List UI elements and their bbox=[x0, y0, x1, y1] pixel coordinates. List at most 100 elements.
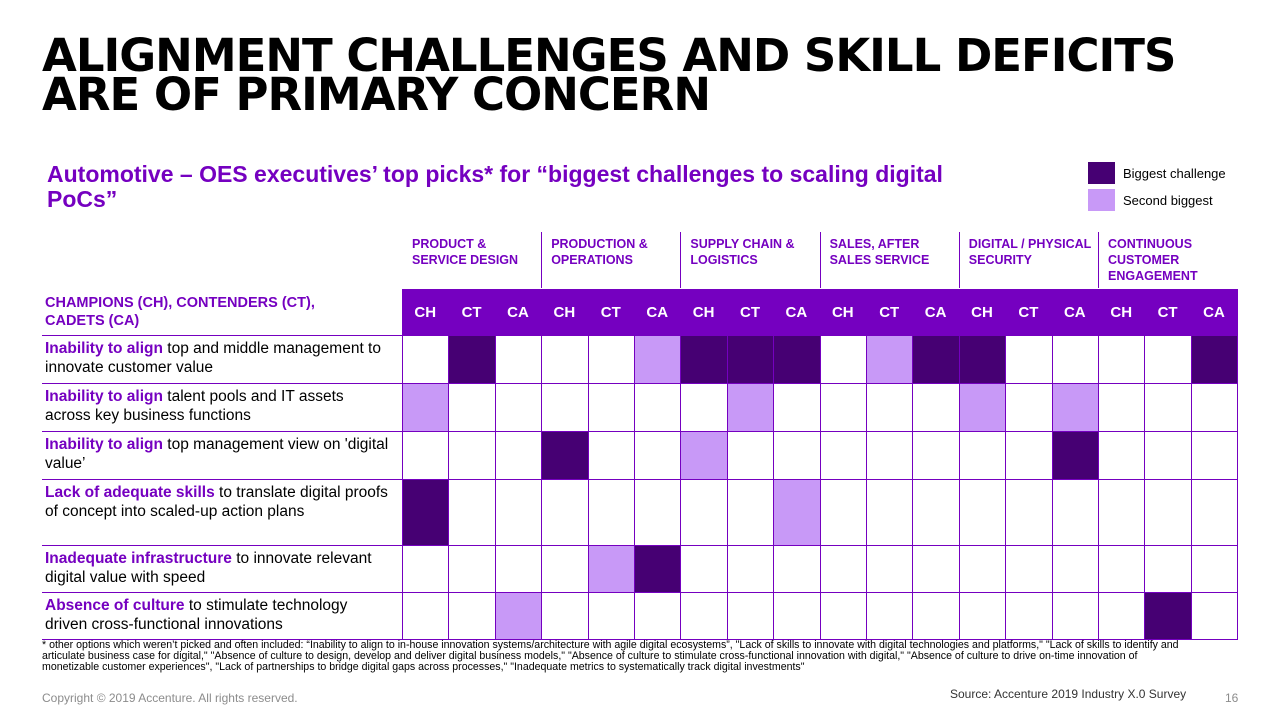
column-header-ca: CA bbox=[507, 303, 529, 321]
column-header-ch: CH bbox=[692, 303, 715, 321]
grid-line-vertical bbox=[495, 335, 496, 639]
grid-line-horizontal bbox=[42, 545, 1238, 546]
grid-line-vertical bbox=[448, 335, 449, 639]
grid-line-vertical bbox=[1098, 335, 1099, 639]
grid-line-vertical bbox=[866, 335, 867, 639]
grid-line-vertical bbox=[541, 335, 542, 639]
cell-second-biggest bbox=[634, 335, 681, 383]
column-header-ct: CT bbox=[879, 303, 900, 321]
category-divider bbox=[959, 232, 960, 288]
legend-item-second: Second biggest bbox=[1088, 189, 1226, 211]
column-header-ch: CH bbox=[971, 303, 993, 321]
row-label-text: to innovate relevant digital value with … bbox=[45, 550, 372, 586]
category-divider bbox=[1098, 232, 1099, 288]
grid-line-vertical bbox=[1005, 335, 1006, 639]
column-header-ch: CH bbox=[553, 303, 576, 321]
grid-line-vertical bbox=[1144, 335, 1145, 639]
grid-line-vertical bbox=[773, 335, 774, 639]
column-header-ct: CT bbox=[1157, 303, 1178, 321]
grid-line-vertical bbox=[727, 335, 728, 639]
column-header-band bbox=[402, 289, 1238, 335]
row-label-text: top and middle management to innovate cu… bbox=[45, 340, 381, 376]
cell-second-biggest bbox=[866, 335, 913, 383]
row-label-highlight: Lack of adequate skills bbox=[45, 484, 215, 501]
legend-label-biggest: Biggest challenge bbox=[1123, 165, 1226, 181]
column-header-ct: CT bbox=[1018, 303, 1039, 321]
row-label: Inability to align top and middle manage… bbox=[45, 339, 390, 377]
category-label: SUPPLY CHAIN & LOGISTICS bbox=[690, 237, 795, 267]
row-label: Inability to align top management view o… bbox=[45, 435, 390, 473]
grid-line-vertical bbox=[1191, 335, 1192, 639]
cell-biggest-challenge bbox=[958, 335, 1006, 383]
category-divider bbox=[820, 232, 821, 288]
legend-item-biggest: Biggest challenge bbox=[1088, 162, 1226, 184]
column-header-ca: CA bbox=[785, 303, 808, 321]
cell-biggest-challenge bbox=[541, 431, 588, 479]
grid-line-horizontal bbox=[42, 383, 1238, 384]
grid-line-vertical bbox=[820, 335, 821, 639]
page-title: ALIGNMENT CHALLENGES AND SKILL DEFICITS … bbox=[42, 33, 1242, 121]
column-header-ch: CH bbox=[414, 303, 437, 321]
column-header-ch: CH bbox=[1110, 303, 1133, 321]
grid-line-vertical bbox=[912, 335, 913, 639]
page-title-line-2: ARE OF PRIMARY CONCERN bbox=[42, 68, 711, 121]
row-label-highlight: Absence of culture bbox=[45, 597, 185, 614]
grid-line-vertical bbox=[959, 335, 960, 639]
grid-line-horizontal bbox=[42, 431, 1238, 432]
grid-line-horizontal bbox=[42, 592, 1238, 593]
column-header-ct: CT bbox=[600, 303, 621, 321]
cell-biggest-challenge bbox=[1051, 431, 1098, 479]
column-header-ct: CT bbox=[461, 303, 482, 321]
row-label-highlight: Inability to align bbox=[45, 388, 163, 405]
chart-subtitle: Automotive – OES executives’ top picks* … bbox=[47, 161, 943, 212]
category-label: PRODUCTION & OPERATIONS bbox=[551, 237, 648, 267]
category-label: CONTINUOUS CUSTOMER ENGAGEMENT bbox=[1108, 237, 1198, 283]
category-divider bbox=[541, 232, 542, 288]
cell-second-biggest bbox=[680, 431, 727, 479]
grid-line-vertical bbox=[634, 335, 635, 639]
column-header-ca: CA bbox=[1063, 303, 1086, 321]
row-label-text: to stimulate technology driven cross-fun… bbox=[45, 597, 348, 633]
cell-second-biggest bbox=[494, 592, 542, 639]
grid-line-vertical bbox=[1052, 335, 1053, 639]
legend-swatch-biggest bbox=[1088, 162, 1115, 184]
category-divider bbox=[680, 232, 681, 288]
grid-line-vertical bbox=[402, 335, 403, 639]
category-label: SALES, AFTER SALES SERVICE bbox=[829, 237, 930, 267]
column-header-ca: CA bbox=[1203, 303, 1225, 321]
cell-second-biggest bbox=[402, 383, 449, 431]
category-label: PRODUCT & SERVICE DESIGN bbox=[412, 237, 519, 267]
grid-line-horizontal bbox=[42, 479, 1238, 480]
legend-swatch-second bbox=[1088, 189, 1115, 211]
cell-biggest-challenge bbox=[1190, 335, 1238, 383]
cell-biggest-challenge bbox=[448, 335, 495, 383]
cell-second-biggest bbox=[726, 383, 774, 431]
row-label: Lack of adequate skills to translate dig… bbox=[45, 483, 390, 521]
grid-line-vertical bbox=[680, 335, 681, 639]
cell-biggest-challenge bbox=[402, 479, 449, 545]
column-header-ca: CA bbox=[646, 303, 669, 321]
column-header-ch: CH bbox=[831, 303, 854, 321]
cell-biggest-challenge bbox=[912, 335, 959, 383]
row-label-text: to translate digital proofs of concept i… bbox=[45, 484, 388, 520]
row-label: Absence of culture to stimulate technolo… bbox=[45, 596, 390, 634]
grid-line-vertical bbox=[1237, 335, 1238, 639]
cell-biggest-challenge bbox=[634, 545, 681, 592]
page-number: 16 bbox=[1225, 691, 1239, 705]
row-label: Inability to align talent pools and IT a… bbox=[45, 387, 390, 425]
cell-biggest-challenge bbox=[680, 335, 727, 383]
cell-second-biggest bbox=[773, 479, 820, 545]
cell-second-biggest bbox=[587, 545, 634, 592]
row-label-highlight: Inability to align bbox=[45, 340, 163, 357]
footnote: * other options which weren’t picked and… bbox=[42, 639, 1179, 674]
row-label: Inadequate infrastructure to innovate re… bbox=[45, 549, 390, 587]
legend: Biggest challenge Second biggest bbox=[1088, 162, 1226, 216]
row-label-highlight: Inability to align bbox=[45, 436, 163, 453]
legend-label-second: Second biggest bbox=[1123, 192, 1213, 208]
column-header-ct: CT bbox=[739, 303, 760, 321]
row-header-label: CHAMPIONS (CH), CONTENDERS (CT), CADETS … bbox=[45, 295, 315, 329]
cell-second-biggest bbox=[958, 383, 1006, 431]
cell-biggest-challenge bbox=[726, 335, 774, 383]
grid-line-horizontal bbox=[42, 335, 1238, 336]
grid-line-horizontal bbox=[42, 639, 1238, 640]
